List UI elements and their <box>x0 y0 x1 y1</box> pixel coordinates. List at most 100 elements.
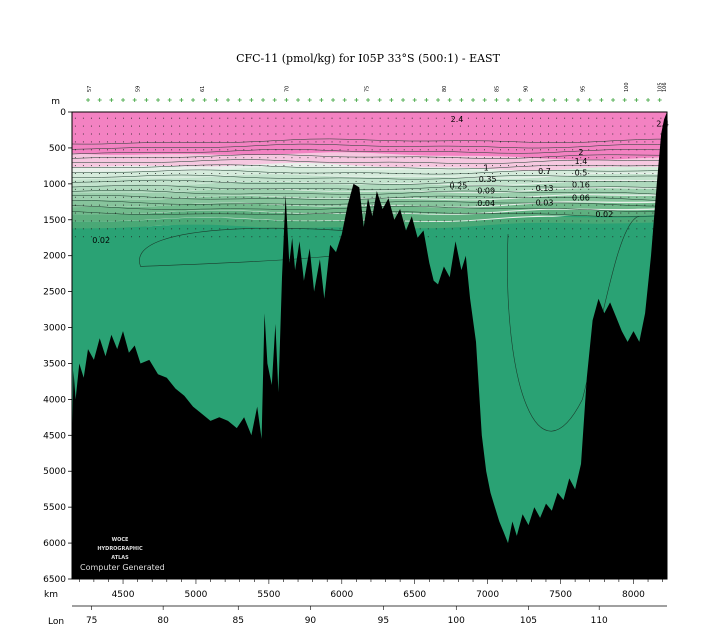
sample-dot <box>339 133 341 135</box>
sample-dot <box>139 212 140 214</box>
sample-dot <box>508 165 509 167</box>
sample-dot <box>604 165 606 167</box>
sample-dot <box>459 204 461 206</box>
logo-line-2: HYDROGRAPHIC <box>97 546 143 552</box>
shading-band <box>72 173 667 187</box>
sample-dot <box>187 228 189 230</box>
sample-dot <box>387 133 389 135</box>
sample-dot <box>459 125 461 127</box>
sample-dot <box>516 204 517 206</box>
sample-dot <box>443 212 445 214</box>
sample-dot <box>219 157 221 159</box>
sample-dot <box>235 141 237 143</box>
sample-dot <box>459 149 461 151</box>
sample-dot <box>411 133 413 135</box>
sample-dot <box>652 173 654 174</box>
lon-tick-label: 95 <box>378 616 389 626</box>
sample-dot <box>139 141 140 143</box>
sample-dot <box>427 204 429 206</box>
sample-dot <box>107 117 108 119</box>
sample-dot <box>387 173 389 174</box>
sample-dot <box>291 141 293 143</box>
sample-dot <box>379 165 381 167</box>
sample-dot <box>115 212 116 214</box>
sample-dot <box>467 196 469 198</box>
sample-dot <box>483 188 485 190</box>
depth-ticks: 0 500 1000 1500 2000 2500 3000 3500 4000 4500 5000… <box>43 108 72 585</box>
sample-dot <box>331 204 333 206</box>
sample-dot <box>195 157 197 159</box>
sample-dot <box>620 188 622 190</box>
sample-dot <box>187 149 189 151</box>
sample-dot <box>291 125 293 127</box>
sample-dot <box>580 133 582 135</box>
sample-dot <box>620 125 622 127</box>
sample-dot <box>195 180 197 182</box>
sample-dot <box>171 196 173 198</box>
sample-dot <box>564 236 566 238</box>
sample-dot <box>90 165 92 167</box>
sample-dot <box>227 228 229 230</box>
sample-dot <box>620 149 622 151</box>
sample-dot <box>307 141 309 143</box>
sample-dot <box>203 212 205 214</box>
sample-dot <box>179 212 181 214</box>
sample-dot <box>179 228 181 230</box>
sample-dot <box>403 204 405 206</box>
sample-dot <box>259 149 261 151</box>
sample-dot <box>299 212 301 214</box>
lon-tick-label: 90 <box>305 616 317 626</box>
sample-dot <box>331 180 333 182</box>
sample-dot <box>227 173 229 174</box>
sample-dot <box>419 220 421 222</box>
sample-dot <box>131 165 132 167</box>
sample-dot <box>435 125 437 127</box>
sample-dot <box>524 220 525 222</box>
sample-dot <box>636 133 638 135</box>
sample-dot <box>580 117 582 119</box>
sample-dot <box>107 125 108 127</box>
sample-dot <box>636 228 638 230</box>
sample-dot <box>451 228 453 230</box>
sample-dot <box>98 196 100 198</box>
sample-dot <box>620 173 622 174</box>
sample-dot <box>459 117 461 119</box>
sample-dot <box>82 196 84 198</box>
sample-dot <box>235 204 237 206</box>
sample-dot <box>572 212 574 214</box>
sample-dot <box>443 180 445 182</box>
sample-dot <box>395 133 397 135</box>
sample-dot <box>596 180 598 182</box>
sample-dot <box>451 188 453 190</box>
lon-axis-label: Lon <box>48 617 64 627</box>
sample-dot <box>652 157 654 159</box>
sample-dot <box>532 117 534 119</box>
sample-dot <box>516 165 517 167</box>
sample-dot <box>459 141 461 143</box>
sample-dot <box>203 125 205 127</box>
sample-dot <box>564 212 566 214</box>
sample-dot <box>74 117 76 119</box>
sample-dot <box>251 133 253 135</box>
sample-dot <box>564 157 566 159</box>
sample-dot <box>612 212 614 214</box>
sample-dot <box>467 212 469 214</box>
sample-dot <box>219 196 221 198</box>
sample-dot <box>131 196 132 198</box>
sample-dot <box>508 212 509 214</box>
sample-dot <box>451 117 453 119</box>
sample-dot <box>652 188 654 190</box>
contour-line <box>72 174 667 180</box>
sample-dot <box>291 212 293 214</box>
sample-dot <box>299 188 301 190</box>
sample-dot <box>363 196 365 198</box>
sample-dot <box>620 117 622 119</box>
sample-dot <box>459 236 461 238</box>
sample-dot <box>147 212 149 214</box>
sample-dot <box>171 188 173 190</box>
sample-dot <box>500 165 501 167</box>
shading-band <box>72 195 667 208</box>
sample-dot <box>107 165 108 167</box>
sample-dot <box>187 236 189 238</box>
sample-dot <box>90 236 92 238</box>
